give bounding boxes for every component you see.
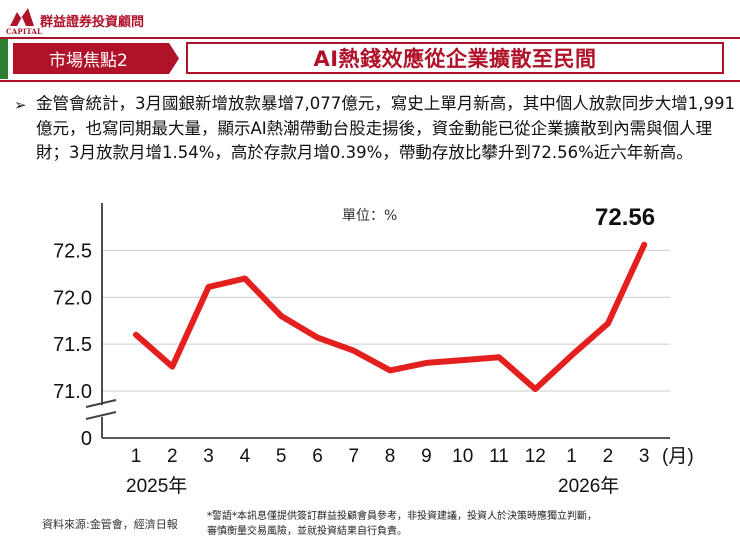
series-line	[133, 241, 648, 393]
year-label-2025: 2025年	[126, 475, 187, 497]
header-rule	[0, 37, 740, 39]
data-source-note: 資料來源:金管會，經濟日報	[42, 518, 178, 531]
logo-text-cn: 群益證券投資顧問	[40, 15, 145, 30]
bullet-arrow-icon: ➢	[14, 96, 27, 114]
axis-break-icon	[85, 399, 117, 420]
chart-grid	[102, 249, 670, 392]
axis-break-line	[85, 411, 117, 420]
x-unit-label: (月)	[662, 446, 694, 467]
x-tick-label: 12	[525, 446, 546, 467]
y-tick-label: 0	[81, 428, 92, 450]
data-point	[244, 278, 246, 279]
data-point	[425, 362, 427, 364]
data-point	[317, 337, 318, 339]
x-tick-label: 1	[566, 446, 577, 467]
data-point	[534, 388, 536, 390]
title-rule	[0, 80, 740, 82]
data-point	[353, 350, 355, 352]
y-tick-label: 72.5	[53, 240, 92, 262]
data-point	[607, 323, 609, 324]
y-tick-label: 71.5	[53, 334, 92, 356]
accent-band	[0, 39, 8, 79]
data-point	[208, 286, 210, 288]
data-point	[171, 366, 173, 368]
summary-paragraph: 金管會統計，3月國銀新增放款暴增7,077億元，寫史上單月新高，其中個人放款同步…	[36, 94, 735, 162]
x-tick-label: 1	[131, 446, 142, 467]
data-point	[280, 315, 282, 317]
topic-tab: 市場焦點2	[13, 43, 179, 74]
chart-axes	[85, 203, 670, 439]
disclaimer-line-1: *警語*本訊息僅提供簽訂群益投顧會員參考，非投資建議，投資人於決策時應獨立判斷，	[207, 511, 597, 522]
x-tick-label: 8	[385, 446, 396, 467]
slide-title: AI熱錢效應從企業擴散至民間	[186, 42, 724, 74]
x-tick-label: 3	[203, 446, 214, 467]
logo-text-en: CAPITAL	[6, 27, 43, 36]
data-point	[389, 369, 391, 371]
y-tick-label: 71.0	[53, 381, 92, 403]
last-value-label: 72.56	[595, 204, 655, 231]
y-axis-labels: 72.5 72.0 71.5 71.0 0	[53, 240, 92, 450]
x-tick-label: 2	[603, 446, 614, 467]
axis-break-line	[85, 399, 117, 408]
x-tick-label: 10	[452, 446, 473, 467]
x-tick-label: 3	[639, 446, 650, 467]
y-tick-label: 72.0	[53, 287, 92, 309]
loan-deposit-ratio-chart: 72.572.071.571.00 1 2 3 4 5 6 7 8 9 10 11 12 1 2 3 單位：…	[53, 203, 694, 497]
x-tick-label: 5	[276, 446, 287, 467]
x-tick-label: 9	[421, 446, 432, 467]
data-point	[571, 354, 573, 356]
x-axis-labels: 1 2 3 4 5 6 7 8 9 10 11 12 1 2 3	[131, 446, 650, 467]
data-point	[498, 356, 500, 358]
chart-series	[133, 241, 648, 393]
x-tick-label: 2	[167, 446, 178, 467]
topic-tab-label: 市場焦點2	[49, 51, 128, 71]
x-tick-label: 11	[489, 446, 509, 467]
year-label-2026: 2026年	[558, 475, 619, 497]
x-tick-label: 6	[312, 446, 323, 467]
data-point	[462, 359, 464, 361]
logo-mark-icon	[10, 8, 34, 26]
x-tick-label: 7	[349, 446, 360, 467]
x-tick-label: 4	[240, 446, 251, 467]
data-point	[135, 334, 137, 336]
disclaimer-line-2: 審慎衡量交易風險，並就投資結果自行負責。	[207, 526, 407, 537]
data-point	[643, 244, 645, 246]
slide-title-text: AI熱錢效應從企業擴散至民間	[313, 47, 597, 71]
unit-label: 單位：%	[342, 208, 397, 224]
company-logo: CAPITAL 群益證券投資顧問	[4, 6, 244, 36]
disclaimer: *警語*本訊息僅提供簽訂群益投顧會員參考，非投資建議，投資人於決策時應獨立判斷，…	[207, 509, 597, 539]
